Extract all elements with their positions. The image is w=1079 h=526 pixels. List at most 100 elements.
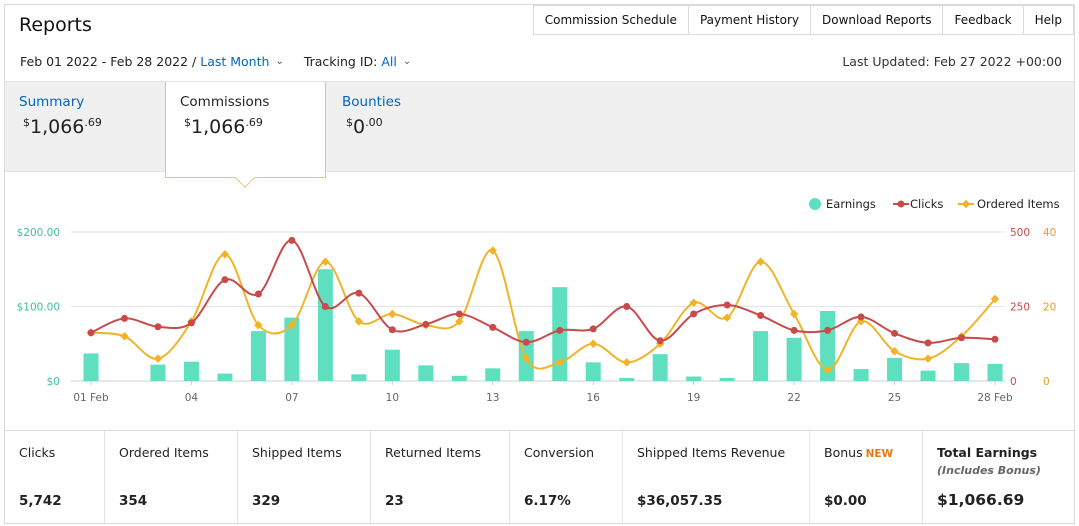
clicks-point <box>757 311 765 319</box>
ordered-items-point <box>120 332 129 341</box>
download-reports-button[interactable]: Download Reports <box>809 5 943 35</box>
earnings-bar <box>686 376 702 381</box>
tracking-id-dropdown[interactable]: All <box>381 54 397 69</box>
tracking-id-label: Tracking ID: <box>303 54 378 69</box>
y-axis-clicks-tick-label: 250 <box>1010 302 1030 314</box>
feedback-button[interactable]: Feedback <box>942 5 1023 35</box>
stat-label: Total Earnings <box>937 445 1038 460</box>
legend-earnings-label: Earnings <box>826 197 876 211</box>
x-axis-tick-label: 10 <box>386 392 399 404</box>
tab-label: Bounties <box>342 94 402 110</box>
report-tabs: Summary $1,066.69 Commissions $1,066.69 … <box>5 81 1074 188</box>
chevron-down-icon[interactable]: ⌄ <box>275 56 284 67</box>
clicks-point <box>656 337 664 345</box>
report-filters: Feb 01 2022 - Feb 28 2022 / Last Month ⌄… <box>20 54 411 69</box>
clicks-point <box>623 303 631 310</box>
chevron-down-icon[interactable]: ⌄ <box>402 56 412 67</box>
tab-commissions[interactable]: Commissions $1,066.69 <box>165 82 326 188</box>
period-dropdown[interactable]: Last Month <box>200 54 270 69</box>
clicks-point <box>221 276 229 284</box>
earnings-bar <box>753 331 769 381</box>
clicks-point <box>723 301 731 309</box>
tab-bounties[interactable]: Bounties $0.00 <box>328 82 488 173</box>
tab-amount: $0.00 <box>346 116 383 138</box>
tab-summary[interactable]: Summary $1,066.69 <box>5 82 165 173</box>
earnings-bar <box>418 365 434 381</box>
y-axis-ordered-tick-label: 0 <box>1043 376 1050 388</box>
ordered-items-point <box>555 358 564 367</box>
help-button[interactable]: Help <box>1022 5 1074 35</box>
clicks-point <box>87 329 95 337</box>
ordered-items-point <box>153 354 163 363</box>
payment-history-button[interactable]: Payment History <box>687 5 810 35</box>
earnings-bar <box>150 364 166 381</box>
ordered-items-point <box>622 358 631 367</box>
ordered-items-point <box>455 317 464 326</box>
y-axis-left-tick-label: $200.00 <box>17 227 60 239</box>
stat-label: Shipped Items <box>252 445 342 460</box>
earnings-bar <box>619 378 635 381</box>
legend-ordered-label: Ordered Items <box>977 197 1060 211</box>
clicks-point <box>891 329 899 337</box>
x-axis-tick-label: 01 Feb <box>73 392 109 404</box>
stat-label: Shipped Items Revenue <box>637 445 786 460</box>
legend-ordered-swatch <box>961 199 971 209</box>
earnings-bar <box>887 357 903 381</box>
stat-value: 6.17% <box>524 493 571 509</box>
tab-amount: $1,066.69 <box>184 116 263 138</box>
clicks-point <box>422 320 430 328</box>
last-updated-text: Last Updated: Feb 27 2022 +00:00 <box>842 54 1062 69</box>
stat-subtitle: (Includes Bonus) <box>937 464 1041 477</box>
ordered-items-point <box>923 354 933 363</box>
stat-value: 354 <box>119 493 148 509</box>
clicks-line <box>90 239 996 344</box>
earnings-bar <box>183 361 199 381</box>
ordered-items-point <box>354 317 364 326</box>
earnings-chart: $0 $100.00 $200.00 0 250 500 0 20 40 01 Feb 04 07 10… <box>17 197 1060 404</box>
stat-ordered-items: Ordered Items 354 <box>105 431 238 524</box>
clicks-point <box>455 310 463 318</box>
earnings-bar <box>351 374 367 381</box>
y-axis-left-tick-label: $0 <box>47 376 60 388</box>
stat-shipped-items: Shipped Items 329 <box>238 431 371 524</box>
earnings-bar <box>83 353 99 381</box>
earnings-bar <box>552 287 568 381</box>
earnings-bar <box>384 349 400 381</box>
stat-conversion: Conversion 6.17% <box>510 431 623 524</box>
commission-schedule-button[interactable]: Commission Schedule <box>532 5 688 35</box>
clicks-point <box>522 338 530 346</box>
ordered-items-point <box>522 354 531 363</box>
earnings-bar <box>652 354 668 381</box>
stat-value: 23 <box>385 493 404 509</box>
clicks-point <box>824 326 832 334</box>
x-axis-tick-label: 04 <box>185 392 199 404</box>
clicks-point <box>288 236 296 244</box>
x-axis-tick-label: 19 <box>687 392 700 404</box>
x-axis-tick-label: 07 <box>285 392 298 404</box>
clicks-point <box>120 314 128 322</box>
stat-label: Clicks <box>19 445 56 460</box>
stat-value: $36,057.35 <box>637 493 723 509</box>
earnings-bar <box>317 269 333 381</box>
earnings-bar <box>250 331 266 381</box>
x-axis-tick-label: 22 <box>787 392 800 404</box>
ordered-items-point <box>689 298 698 308</box>
ordered-items-point <box>388 309 397 319</box>
ordered-items-point <box>287 320 297 330</box>
stat-returned-items: Returned Items 23 <box>371 431 510 524</box>
earnings-bar <box>987 363 1003 381</box>
y-axis-left-tick-label: $100.00 <box>17 302 60 314</box>
earnings-bar <box>217 373 233 381</box>
stats-bar: Clicks 5,742 Ordered Items 354 Shipped I… <box>5 430 1074 524</box>
y-axis-clicks-tick-label: 500 <box>1010 227 1030 239</box>
y-axis-clicks-tick-label: 0 <box>1010 376 1017 388</box>
legend-clicks-label: Clicks <box>910 197 943 211</box>
clicks-point <box>187 319 195 327</box>
clicks-point <box>254 290 262 298</box>
stat-value: 329 <box>252 493 281 509</box>
stat-label: Ordered Items <box>119 445 209 460</box>
clicks-point <box>958 334 966 342</box>
clicks-point <box>489 323 497 331</box>
ordered-items-point <box>220 250 230 259</box>
x-axis-tick-label: 13 <box>486 392 499 404</box>
